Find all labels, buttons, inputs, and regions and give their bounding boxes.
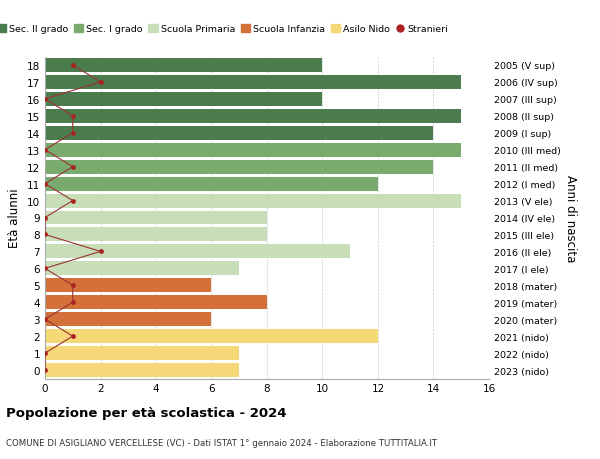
Bar	[45, 127, 433, 140]
Bar	[45, 160, 433, 174]
Bar	[45, 59, 323, 73]
Text: COMUNE DI ASIGLIANO VERCELLESE (VC) - Dati ISTAT 1° gennaio 2024 - Elaborazione : COMUNE DI ASIGLIANO VERCELLESE (VC) - Da…	[6, 438, 437, 448]
Point	[40, 367, 50, 374]
Bar	[45, 279, 211, 292]
Bar	[45, 347, 239, 360]
Bar	[45, 262, 239, 276]
Y-axis label: Età alunni: Età alunni	[8, 188, 22, 248]
Bar	[45, 144, 461, 157]
Bar	[45, 211, 267, 225]
Bar	[45, 194, 461, 208]
Point	[68, 62, 77, 69]
Point	[40, 350, 50, 357]
Point	[68, 130, 77, 137]
Point	[40, 96, 50, 103]
Point	[96, 79, 106, 86]
Y-axis label: Anni di nascita: Anni di nascita	[565, 174, 577, 262]
Bar	[45, 76, 461, 90]
Point	[40, 231, 50, 239]
Legend: Sec. II grado, Sec. I grado, Scuola Primaria, Scuola Infanzia, Asilo Nido, Stran: Sec. II grado, Sec. I grado, Scuola Prim…	[0, 25, 448, 34]
Point	[68, 163, 77, 171]
Point	[40, 180, 50, 188]
Point	[68, 282, 77, 289]
Bar	[45, 177, 378, 191]
Bar	[45, 363, 239, 377]
Bar	[45, 93, 323, 106]
Bar	[45, 110, 461, 123]
Point	[40, 316, 50, 323]
Point	[40, 214, 50, 222]
Bar	[45, 228, 267, 242]
Bar	[45, 296, 267, 309]
Point	[96, 248, 106, 256]
Bar	[45, 330, 378, 343]
Point	[68, 333, 77, 340]
Point	[40, 147, 50, 154]
Bar	[45, 245, 350, 259]
Point	[68, 299, 77, 306]
Point	[68, 113, 77, 120]
Point	[68, 197, 77, 205]
Text: Popolazione per età scolastica - 2024: Popolazione per età scolastica - 2024	[6, 406, 287, 419]
Point	[40, 265, 50, 273]
Bar	[45, 313, 211, 326]
